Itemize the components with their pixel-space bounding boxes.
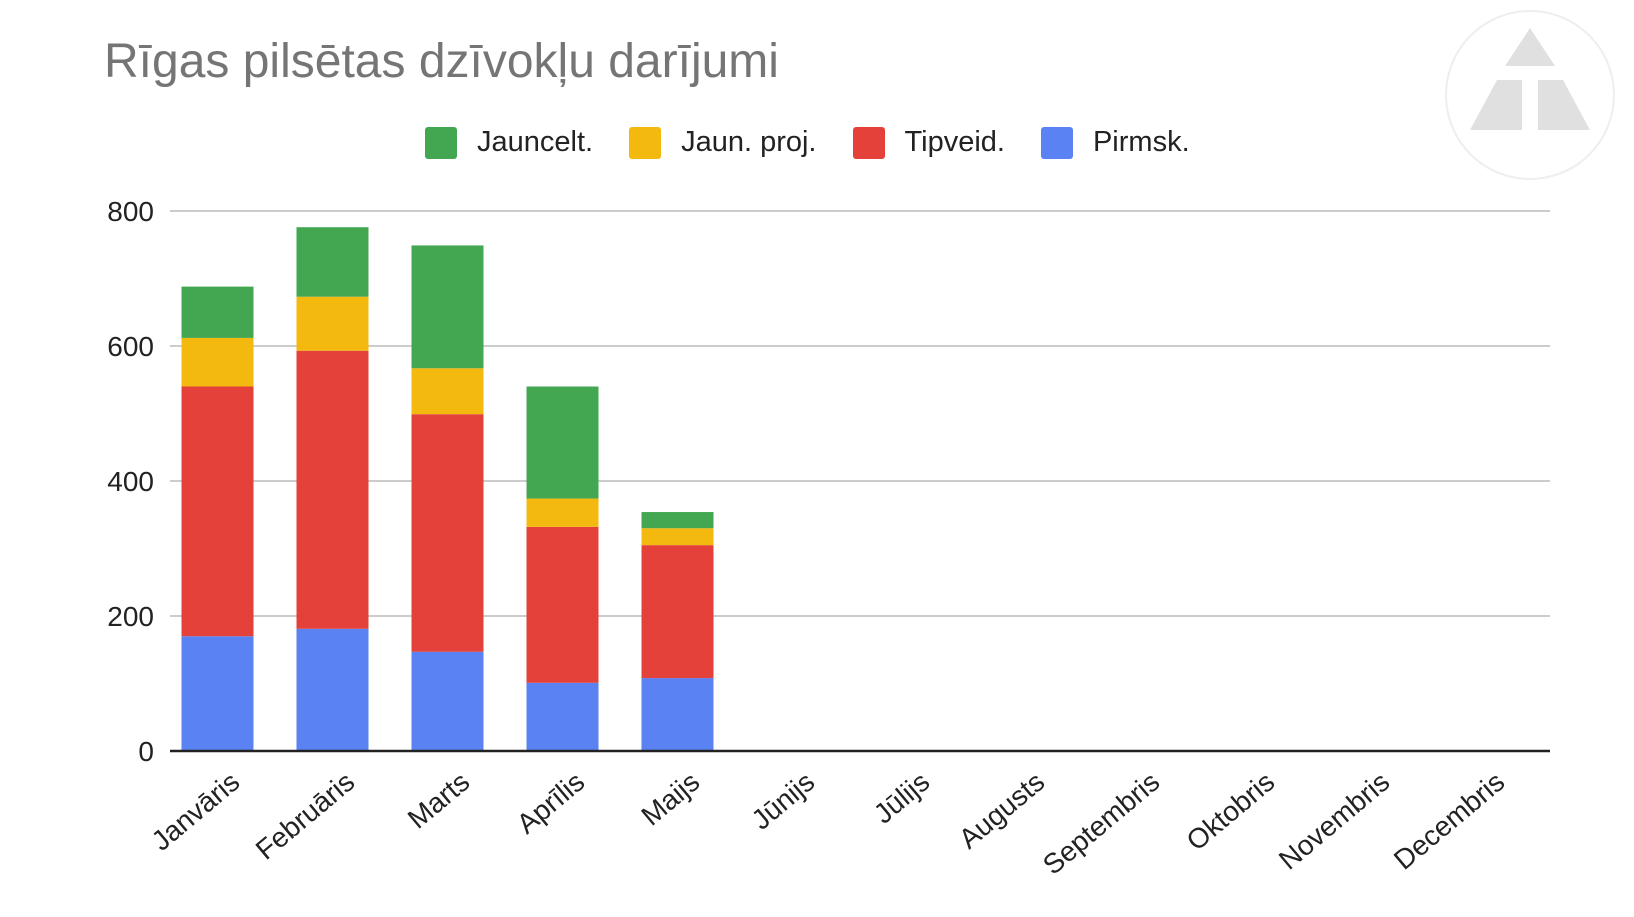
bar-segment [296,350,369,629]
legend-swatch [425,126,457,159]
x-tick-label: Augusts [953,766,1050,855]
bar-segment [526,498,599,527]
x-tick-label: Septembris [1037,766,1165,881]
legend-label: Tipveid. [904,126,1005,158]
x-tick-label: Oktobris [1181,766,1281,857]
x-tick-label: Jūlijs [868,766,936,830]
bar-segment [641,545,714,679]
triangle-logo-icon [1445,10,1615,180]
logo-left-shape [1470,80,1522,130]
bar-segment [411,651,484,751]
bar-segment [526,682,599,751]
legend-swatch [1040,126,1073,159]
legend-label: Jauncelt. [477,126,594,158]
bar-segment [641,528,714,546]
y-tick-label: 800 [107,196,154,227]
y-tick-label: 0 [138,736,154,767]
y-tick-label: 600 [107,331,154,362]
bar-segment [296,296,369,351]
logo-circle [1445,10,1615,180]
bar-segment [641,678,714,751]
x-tick-label: Maijs [635,766,705,832]
x-tick-label: Marts [402,766,476,835]
legend-label: Jaun. proj. [681,126,817,158]
bar-segment [181,386,254,637]
y-tick-label: 200 [107,601,154,632]
bar-segment [526,526,599,683]
legend-item: Pirmsk. [1040,126,1190,159]
y-tick-label: 400 [107,466,154,497]
x-tick-label: Novembris [1273,766,1395,876]
x-tick-label: Februāris [250,766,361,866]
chart-title: Rīgas pilsētas dzīvokļu darījumi [104,35,779,88]
x-tick-label: Aprīlis [511,766,591,840]
x-tick-label: Jūnijs [746,766,821,836]
bar-segment [641,512,714,529]
logo-top-triangle [1505,28,1555,66]
bar-segment [411,368,484,415]
bar-segment [181,286,254,338]
bar-segment [526,386,599,499]
legend-swatch [852,126,885,159]
legend-item: Jaun. proj. [629,126,817,159]
bar-segment [181,636,254,751]
bar-segment [411,414,484,652]
legend-label: Pirmsk. [1092,126,1190,158]
legend-item: Tipveid. [852,126,1005,159]
logo-right-shape [1538,80,1590,130]
bar-segment [296,227,369,297]
bar-segment [411,245,484,369]
legend-swatch [629,126,662,159]
x-tick-label: Decembris [1388,766,1510,876]
bar-segment [296,628,369,751]
x-tick-label: Janvāris [146,766,246,857]
legend: Jauncelt. Jaun. proj. Tipveid. Pirmsk. [425,126,1226,159]
bar-segment [181,337,254,387]
legend-item: Jauncelt. [425,126,593,159]
